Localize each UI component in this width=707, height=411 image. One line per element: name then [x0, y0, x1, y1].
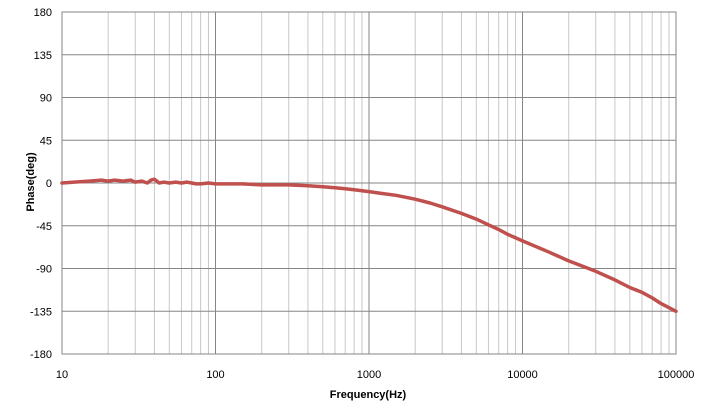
y-tick-label: -45 — [36, 221, 52, 233]
series-line — [60, 177, 678, 314]
x-tick-label: 100000 — [658, 369, 695, 381]
y-tick-label: -180 — [30, 349, 52, 361]
x-tick-label: 100 — [206, 369, 224, 381]
y-tick-labels: 180 135 90 45 0 -45 -90 -135 -180 — [30, 7, 52, 361]
series-layer — [60, 177, 678, 314]
x-tick-label: 1000 — [357, 369, 381, 381]
y-tick-label: 45 — [40, 135, 52, 147]
y-axis-title: Phase(deg) — [25, 152, 37, 212]
y-tick-label: 135 — [34, 50, 52, 62]
x-tick-label: 10000 — [507, 369, 538, 381]
y-tick-label: 90 — [40, 93, 52, 105]
x-axis-title: Frequency(Hz) — [330, 389, 407, 401]
y-tick-label: 180 — [34, 7, 52, 19]
x-tick-label: 10 — [56, 369, 68, 381]
y-tick-label: -90 — [36, 264, 52, 276]
y-tick-label: -135 — [30, 306, 52, 318]
y-tick-label: 0 — [46, 178, 52, 190]
x-tick-labels: 10 100 1000 10000 100000 — [56, 369, 694, 381]
